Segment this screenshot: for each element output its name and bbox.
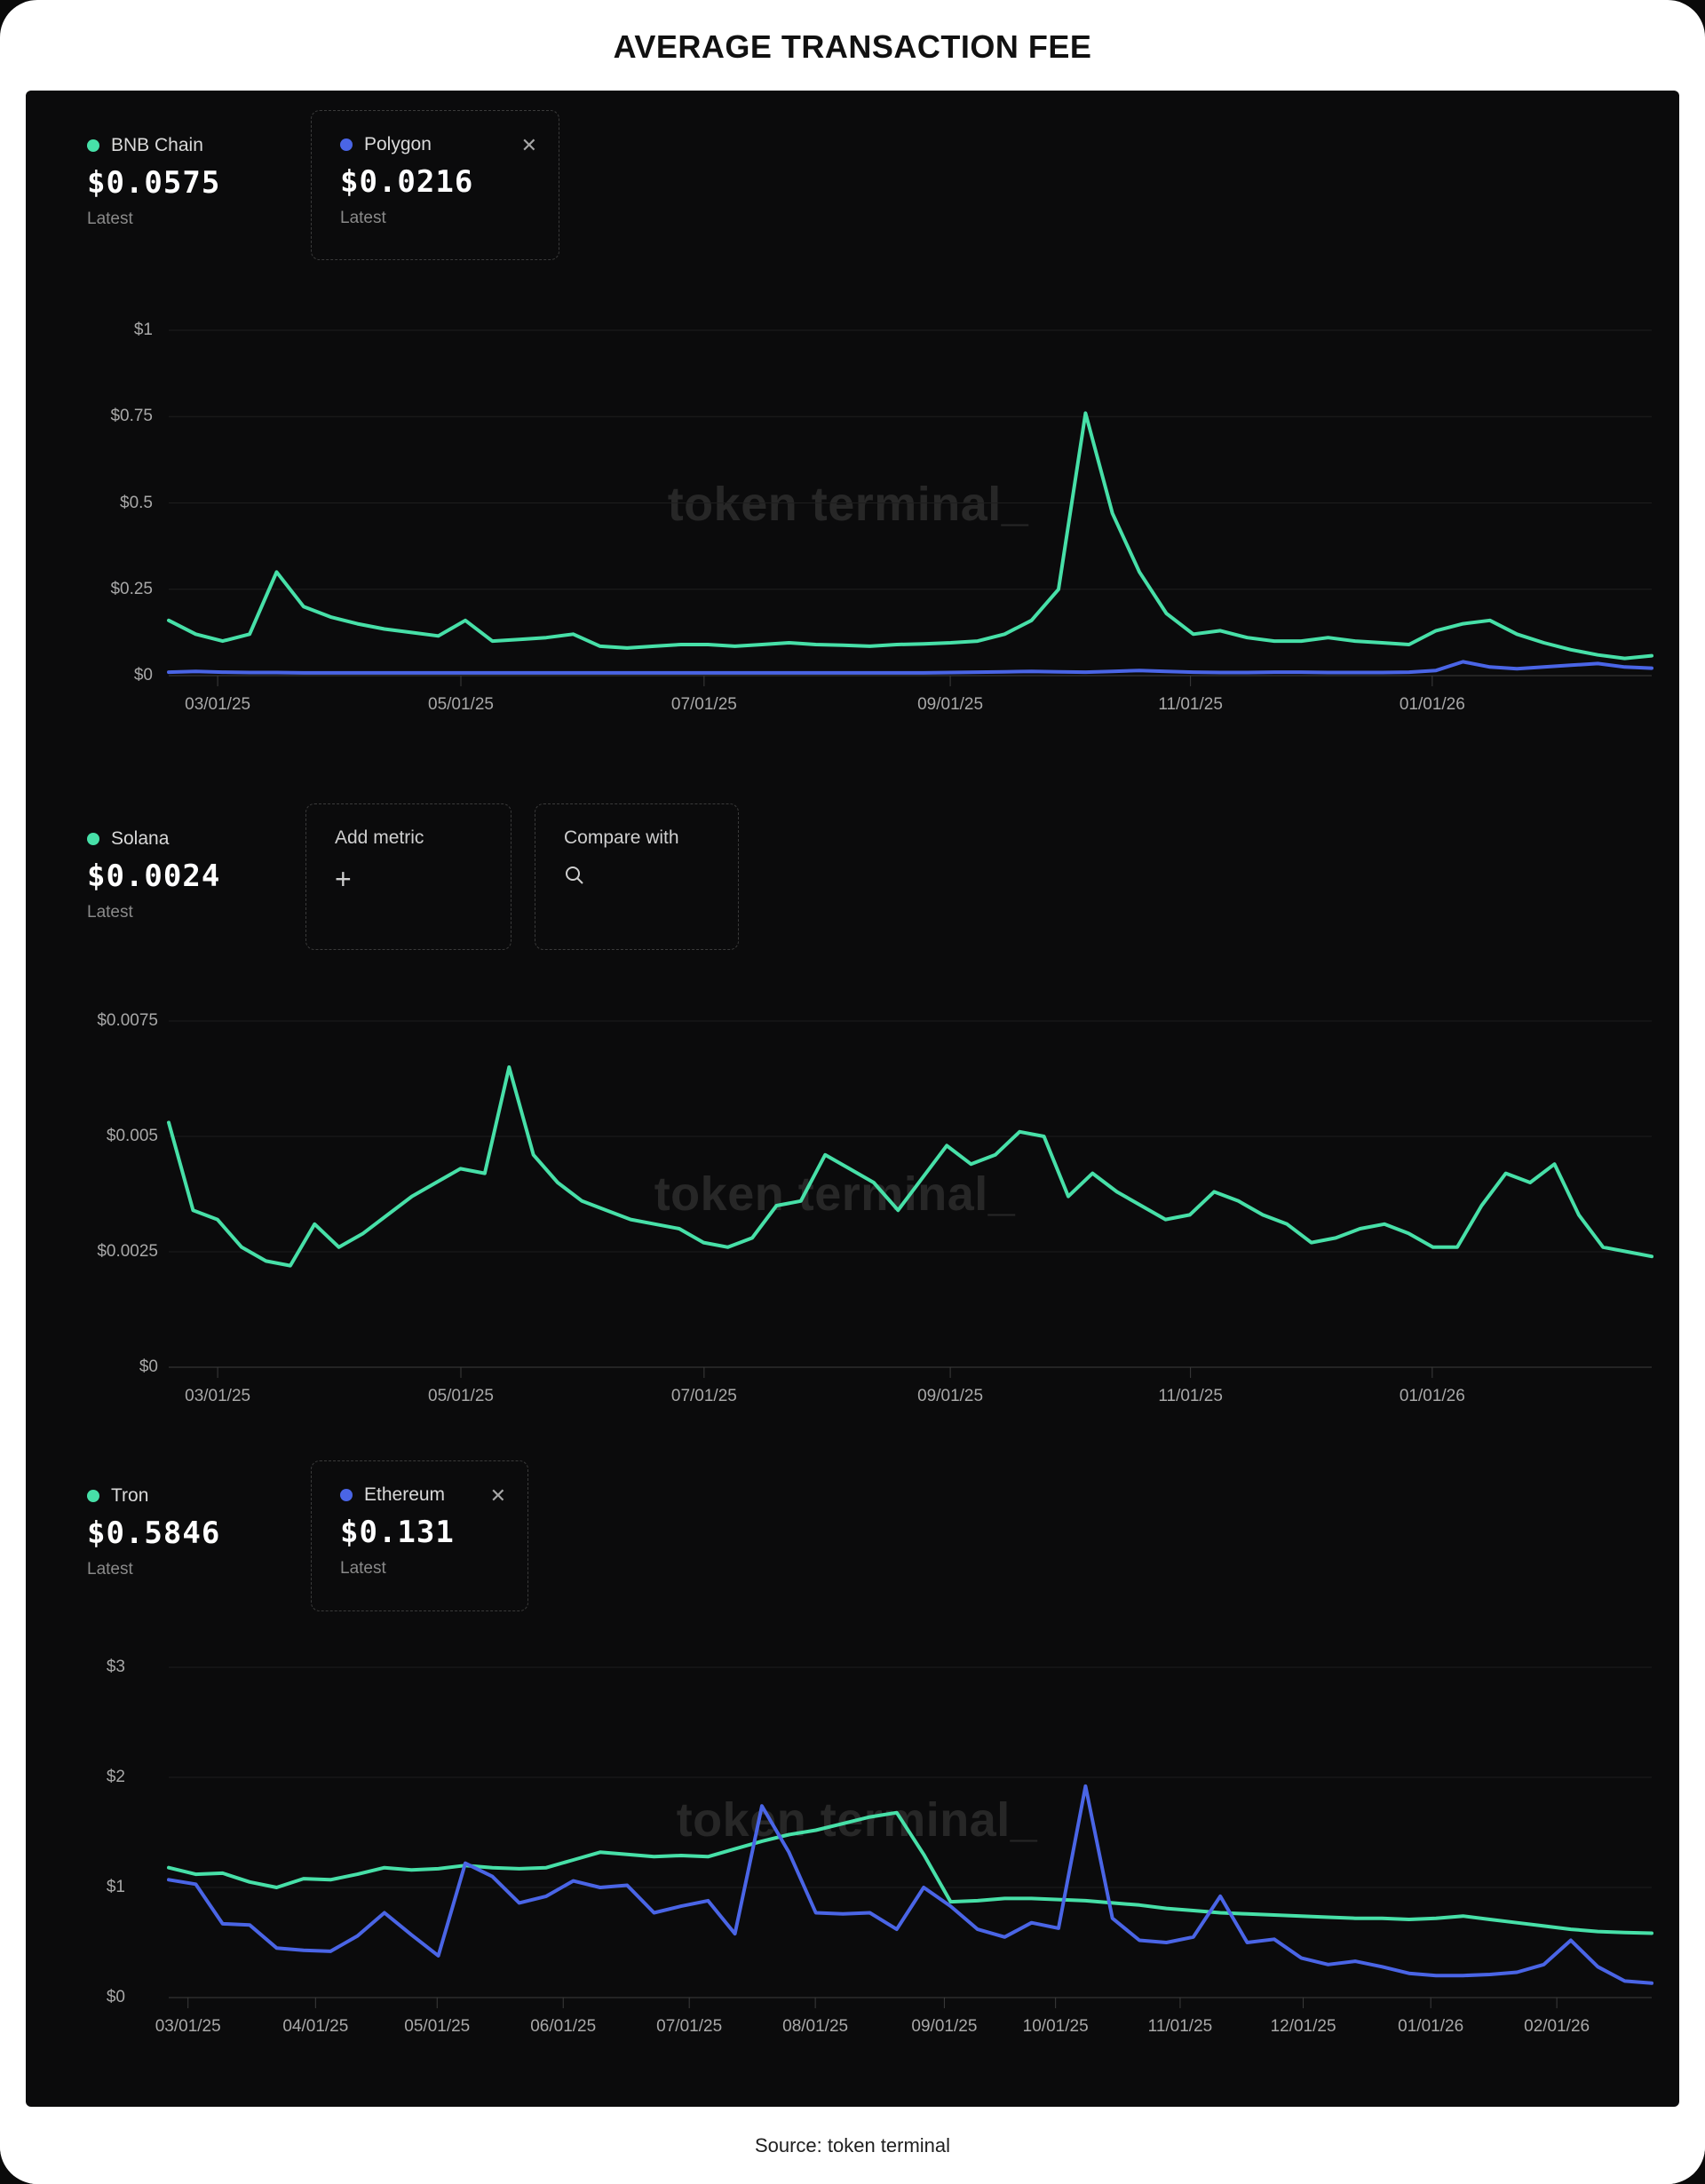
x-tick-label: 01/01/26 bbox=[1399, 695, 1465, 714]
x-tick-label: 04/01/25 bbox=[282, 2017, 349, 2036]
polygon-dot-icon bbox=[340, 138, 353, 151]
y-tick-label: $1 bbox=[133, 320, 153, 339]
x-tick-label: 03/01/25 bbox=[155, 2017, 221, 2036]
legend-sublabel: Latest bbox=[87, 1560, 133, 1579]
y-tick-label: $0.25 bbox=[110, 579, 153, 598]
y-axis-labels: $0 $0.0025 $0.005 $0.0075 bbox=[26, 1011, 158, 1376]
legend-solana: Solana $0.0024 Latest bbox=[87, 828, 220, 922]
legend-bnb-chain: BNB Chain $0.0575 Latest bbox=[87, 135, 220, 229]
legend-sublabel: Latest bbox=[87, 210, 133, 228]
y-tick-label: $0.5 bbox=[120, 493, 153, 512]
y-tick-label: $0 bbox=[139, 1357, 158, 1376]
x-tick-label: 02/01/26 bbox=[1524, 2017, 1590, 2036]
x-tick-label: 09/01/25 bbox=[917, 695, 984, 714]
x-tick-label: 01/01/26 bbox=[1399, 1387, 1465, 1405]
y-tick-label: $0.0075 bbox=[97, 1011, 158, 1030]
x-axis-labels: 03/01/25 04/01/25 05/01/25 06/01/25 07/01/25… bbox=[155, 2017, 1652, 2040]
x-axis-labels: 03/01/25 05/01/25 07/01/25 09/01/25 11/01/25… bbox=[169, 1387, 1652, 1410]
x-tick-label: 05/01/25 bbox=[428, 1387, 494, 1405]
x-tick-label: 06/01/25 bbox=[530, 2017, 597, 2036]
series-ethereum bbox=[167, 1784, 1653, 1985]
y-tick-label: $0.0025 bbox=[97, 1242, 158, 1261]
x-tick-label: 11/01/25 bbox=[1158, 1387, 1223, 1405]
ethereum-compare-card[interactable]: ✕ Ethereum $0.131 Latest bbox=[311, 1460, 528, 1611]
y-tick-label: $1 bbox=[106, 1878, 125, 1896]
x-tick-label: 09/01/25 bbox=[917, 1387, 984, 1405]
y-tick-label: $0 bbox=[133, 666, 153, 684]
legend-sublabel: Latest bbox=[340, 209, 386, 227]
y-axis-labels: $0 $1 $2 $3 bbox=[26, 1658, 125, 2006]
legend-value: $0.5846 bbox=[87, 1515, 221, 1551]
legend-name: Solana bbox=[111, 828, 170, 849]
legend-value: $0.0216 bbox=[340, 164, 474, 200]
y-tick-label: $0.75 bbox=[110, 407, 153, 426]
series-tron bbox=[167, 1810, 1653, 1935]
x-tick-label: 05/01/25 bbox=[404, 2017, 471, 2036]
chart-panel: BNB Chain $0.0575 Latest ✕ Polygon $0.02… bbox=[26, 91, 1679, 2107]
y-tick-label: $0 bbox=[106, 1988, 125, 2006]
x-tick-label: 07/01/25 bbox=[670, 1387, 737, 1405]
y-axis-labels: $0 $0.25 $0.5 $0.75 $1 bbox=[26, 320, 153, 684]
legend-sublabel: Latest bbox=[340, 1559, 386, 1578]
chart-tron-ethereum[interactable] bbox=[167, 1666, 1653, 2010]
x-tick-label: 05/01/25 bbox=[428, 695, 494, 714]
x-tick-label: 10/01/25 bbox=[1022, 2017, 1089, 2036]
bnb-chain-dot-icon bbox=[87, 139, 99, 152]
series-bnb-chain bbox=[167, 411, 1653, 661]
tron-dot-icon bbox=[87, 1490, 99, 1502]
legend-value: $0.0024 bbox=[87, 859, 221, 894]
legend-value: $0.131 bbox=[340, 1515, 455, 1550]
x-tick-label: 09/01/25 bbox=[911, 2017, 978, 2036]
x-tick-label: 07/01/25 bbox=[656, 2017, 723, 2036]
x-axis-labels: 03/01/25 05/01/25 07/01/25 09/01/25 11/01/25… bbox=[169, 695, 1652, 718]
solana-dot-icon bbox=[87, 833, 99, 845]
x-tick-label: 08/01/25 bbox=[782, 2017, 849, 2036]
x-tick-label: 11/01/25 bbox=[1147, 2017, 1213, 2036]
x-tick-label: 03/01/25 bbox=[185, 1387, 251, 1405]
add-metric-label: Add metric bbox=[335, 827, 424, 848]
series-polygon bbox=[167, 660, 1653, 675]
source-text: Source: token terminal bbox=[0, 2107, 1705, 2184]
series-solana bbox=[167, 1065, 1653, 1268]
page-title: AVERAGE TRANSACTION FEE bbox=[613, 28, 1092, 65]
compare-with-label: Compare with bbox=[564, 827, 679, 848]
y-tick-label: $3 bbox=[106, 1658, 125, 1676]
x-tick-label: 12/01/25 bbox=[1270, 2017, 1336, 2036]
chart-solana[interactable] bbox=[167, 1020, 1653, 1380]
x-tick-label: 11/01/25 bbox=[1158, 695, 1223, 714]
x-tick-label: 07/01/25 bbox=[670, 695, 737, 714]
y-tick-label: $2 bbox=[106, 1768, 125, 1786]
ethereum-dot-icon bbox=[340, 1489, 353, 1501]
legend-sublabel: Latest bbox=[87, 903, 133, 922]
legend-name: BNB Chain bbox=[111, 135, 203, 155]
plus-icon: + bbox=[335, 863, 352, 895]
legend-value: $0.0575 bbox=[87, 165, 221, 201]
legend-tron: Tron $0.5846 Latest bbox=[87, 1485, 220, 1579]
chart-bnb-polygon[interactable] bbox=[167, 329, 1653, 688]
legend-name: Polygon bbox=[364, 134, 432, 154]
x-tick-label: 01/01/26 bbox=[1398, 2017, 1464, 2036]
compare-with-button[interactable]: Compare with bbox=[535, 803, 739, 950]
legend-name: Ethereum bbox=[364, 1484, 446, 1505]
x-tick-label: 03/01/25 bbox=[185, 695, 251, 714]
y-tick-label: $0.005 bbox=[106, 1127, 158, 1145]
polygon-compare-card[interactable]: ✕ Polygon $0.0216 Latest bbox=[311, 110, 559, 260]
add-metric-button[interactable]: Add metric + bbox=[305, 803, 512, 950]
close-icon[interactable]: ✕ bbox=[489, 1484, 506, 1507]
legend-name: Tron bbox=[111, 1485, 149, 1506]
close-icon[interactable]: ✕ bbox=[520, 134, 537, 156]
magnifier-icon bbox=[564, 865, 717, 886]
